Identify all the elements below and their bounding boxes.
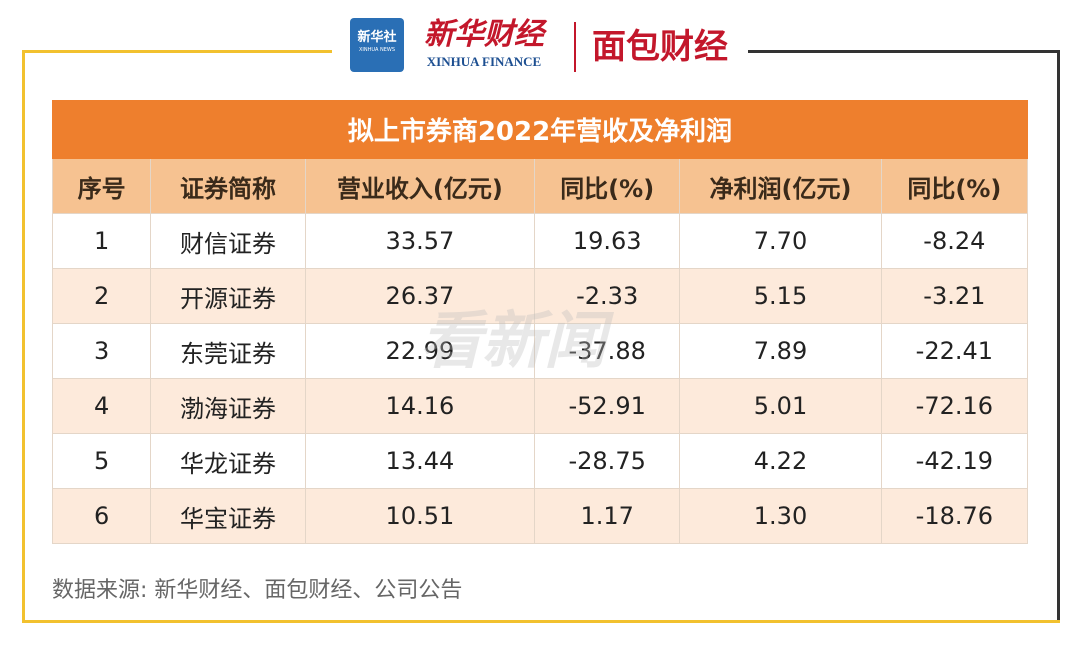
table-cell: 6 <box>51 488 152 544</box>
table-cell: 1.30 <box>679 488 882 544</box>
frame <box>22 50 25 623</box>
title-row: 拟上市券商2022年营收及净利润 <box>52 100 1028 159</box>
logo-subtitle: XINHUA NEWS <box>358 47 396 53</box>
logo-subtitle: XINHUA FINANCE <box>426 54 542 69</box>
table-cell: 4.22 <box>679 433 882 489</box>
table-cell: 东莞证券 <box>150 323 306 379</box>
table-cell: 5.15 <box>679 268 882 324</box>
table-cell: -3.21 <box>880 268 1029 324</box>
table-cell: 33.57 <box>304 213 536 269</box>
table-cell: 5.01 <box>679 378 882 434</box>
watermark: 看新闻 <box>420 304 607 377</box>
column-header: 同比(%) <box>534 158 681 214</box>
column-header: 证券简称 <box>150 158 306 214</box>
table: 拟上市券商2022年营收及净利润 序号 证券简称 营业收入(亿元) 同比(%) 净利润(亿… <box>51 100 1029 544</box>
frame <box>748 50 1060 53</box>
table-title: 拟上市券商2022年营收及净利润 <box>52 100 1028 159</box>
table-cell: 7.70 <box>679 213 882 269</box>
table-row: 4 渤海证券 14.16 -52.91 5.01 -72.16 <box>51 378 1029 434</box>
table-cell: 4 <box>51 378 152 434</box>
logo: 新华社 XINHUA NEWS <box>350 18 404 72</box>
column-header: 序号 <box>51 158 152 214</box>
table-cell: 7.89 <box>679 323 882 379</box>
table-cell: 5 <box>51 433 152 489</box>
table-cell: -72.16 <box>880 378 1029 434</box>
table-cell: -42.19 <box>880 433 1029 489</box>
separator <box>574 22 576 72</box>
table-cell: 1.17 <box>534 488 681 544</box>
table-row: 6 华宝证券 10.51 1.17 1.30 -18.76 <box>51 488 1029 544</box>
table-cell: 财信证券 <box>150 213 306 269</box>
table-cell: -8.24 <box>880 213 1029 269</box>
table-cell: 渤海证券 <box>150 378 306 434</box>
table-cell: -37.88 <box>534 323 681 379</box>
table-cell: -28.75 <box>534 433 681 489</box>
table-cell: 2 <box>51 268 152 324</box>
column-header: 同比(%) <box>880 158 1029 214</box>
table-cell: 开源证券 <box>150 268 306 324</box>
header-row: 序号 证券简称 营业收入(亿元) 同比(%) 净利润(亿元) 同比(%) <box>51 158 1029 214</box>
table-cell: 3 <box>51 323 152 379</box>
table-row: 3 东莞证券 22.99 -37.88 7.89 -22.41 <box>51 323 1029 379</box>
table-cell: 19.63 <box>534 213 681 269</box>
table-row: 1 财信证券 33.57 19.63 7.70 -8.24 <box>51 213 1029 269</box>
table-cell: -22.41 <box>880 323 1029 379</box>
frame <box>22 620 1060 623</box>
table-cell: 华龙证券 <box>150 433 306 489</box>
frame <box>22 50 332 53</box>
table-cell: 10.51 <box>304 488 536 544</box>
table-cell: 14.16 <box>304 378 536 434</box>
logo-title: 面包财经 <box>592 27 728 67</box>
logo: 新华财经 XINHUA FINANCE <box>414 16 554 70</box>
source-note: 数据来源: 新华财经、面包财经、公司公告 <box>52 578 463 603</box>
column-header: 营业收入(亿元) <box>304 158 536 214</box>
table-cell: 1 <box>51 213 152 269</box>
logo-title: 新华社 <box>357 30 397 45</box>
table-cell: -52.91 <box>534 378 681 434</box>
column-header: 净利润(亿元) <box>679 158 882 214</box>
table-cell: 华宝证券 <box>150 488 306 544</box>
table-row: 5 华龙证券 13.44 -28.75 4.22 -42.19 <box>51 433 1029 489</box>
logo-title: 新华财经 <box>424 17 544 52</box>
table-cell: -18.76 <box>880 488 1029 544</box>
frame <box>1057 50 1060 623</box>
table-cell: 13.44 <box>304 433 536 489</box>
